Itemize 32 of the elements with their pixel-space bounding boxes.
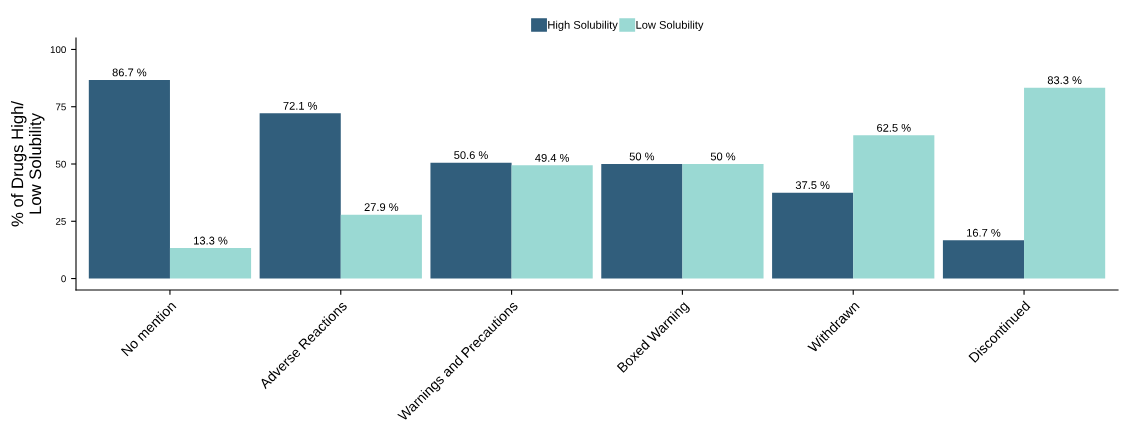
y-tick-label: 25	[55, 218, 66, 225]
bar	[853, 135, 935, 279]
y-tick-label: 50	[55, 160, 66, 168]
bar	[601, 164, 683, 279]
bar	[259, 113, 341, 279]
bar	[942, 240, 1025, 279]
legend-label: High Solubility	[548, 20, 618, 32]
data-label: 37.5 %	[795, 181, 830, 190]
data-label: 16.7 %	[967, 228, 1001, 237]
bar	[340, 214, 422, 279]
data-label: 13.3 %	[194, 236, 228, 245]
data-label: 49.4 %	[535, 153, 570, 162]
y-tick-label: 100	[50, 46, 66, 54]
data-label: 86.7 %	[112, 68, 147, 77]
bar	[1024, 87, 1106, 279]
data-label: 83.3 %	[1047, 76, 1082, 85]
bar	[511, 165, 593, 279]
y-axis-title: % of Drugs High/ Low Solubility	[11, 101, 45, 227]
data-label: 72.1 %	[283, 101, 318, 110]
legend-label: Low Solubility	[636, 20, 704, 32]
y-tick-label: 75	[55, 103, 66, 111]
bar	[772, 192, 854, 279]
bar	[88, 79, 170, 279]
data-label: 50 %	[710, 152, 736, 161]
data-label: 62.5 %	[877, 123, 911, 132]
y-tick-label: 0	[61, 275, 66, 283]
bar	[169, 248, 252, 279]
bar	[682, 164, 764, 279]
data-label: 27.9 %	[364, 203, 399, 212]
data-label: 50 %	[629, 152, 655, 161]
bar	[430, 162, 512, 279]
data-label: 50.6 %	[454, 151, 488, 160]
